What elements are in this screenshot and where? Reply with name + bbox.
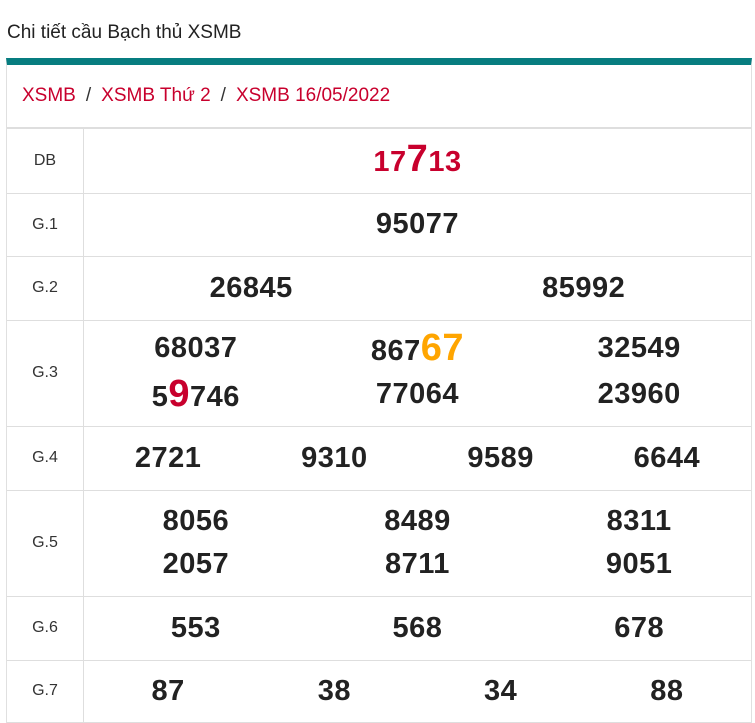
prize-label: G.4 bbox=[7, 426, 84, 491]
prize-number: 77064 bbox=[307, 373, 529, 419]
prize-number: 95077 bbox=[85, 203, 750, 246]
prize-number: 85992 bbox=[418, 267, 751, 310]
digits: 9310 bbox=[301, 441, 368, 474]
prize-number: 8489 bbox=[307, 500, 529, 543]
digits: 9051 bbox=[605, 548, 673, 580]
prize-number: 8056 bbox=[85, 500, 307, 543]
digits: 6644 bbox=[633, 441, 701, 474]
digits: 9589 bbox=[467, 441, 534, 474]
prize-numbers: 17713 bbox=[83, 129, 751, 194]
prize-numbers: 26845 85992 bbox=[83, 256, 751, 321]
prize-row: G.3 68037 86767 32549 59746 77064 23960 bbox=[7, 320, 751, 427]
prize-row: DB 17713 bbox=[7, 129, 751, 194]
prize-number: 568 bbox=[307, 607, 529, 650]
digits: 87 bbox=[151, 674, 185, 707]
digits: 23960 bbox=[597, 378, 681, 410]
highlighted-digits: 7 bbox=[406, 137, 429, 180]
prize-numbers: 87 38 34 88 bbox=[83, 660, 751, 723]
digits: 2721 bbox=[134, 441, 202, 474]
digits: 38 bbox=[317, 674, 351, 707]
prize-row: G.7 87 38 34 88 bbox=[7, 660, 751, 723]
prize-row: G.5 8056 8489 8311 2057 8711 9051 bbox=[7, 490, 751, 597]
digits: 8311 bbox=[606, 505, 672, 537]
prize-number: 59746 bbox=[85, 373, 307, 419]
digits: 34 bbox=[483, 674, 518, 707]
prize-number: 8311 bbox=[528, 500, 750, 543]
breadcrumb-separator: / bbox=[85, 85, 92, 106]
prize-label: G.6 bbox=[7, 596, 84, 661]
prize-row: G.1 95077 bbox=[7, 193, 751, 257]
breadcrumb: XSMB / XSMB Thứ 2 / XSMB 16/05/2022 bbox=[7, 65, 751, 129]
prize-numbers: 95077 bbox=[83, 193, 751, 257]
highlighted-digits: 67 bbox=[420, 327, 465, 369]
prize-number: 26845 bbox=[85, 267, 418, 310]
prize-number: 23960 bbox=[528, 373, 750, 419]
digits: 8056 bbox=[162, 505, 230, 537]
prize-number: 38 bbox=[251, 670, 417, 713]
prize-row: G.2 26845 85992 bbox=[7, 256, 751, 321]
breadcrumb-weekday[interactable]: XSMB Thứ 2 bbox=[101, 85, 211, 106]
prize-number: 6644 bbox=[584, 437, 750, 480]
digits: 2057 bbox=[162, 548, 230, 580]
results-panel: XSMB / XSMB Thứ 2 / XSMB 16/05/2022 DB 17… bbox=[6, 58, 752, 723]
prize-number: 32549 bbox=[528, 327, 750, 373]
prize-number: 34 bbox=[418, 670, 584, 713]
breadcrumb-separator: / bbox=[220, 85, 226, 106]
digits: 68037 bbox=[154, 332, 238, 364]
prize-numbers: 8056 8489 8311 2057 8711 9051 bbox=[83, 490, 751, 597]
digits: 553 bbox=[170, 611, 221, 644]
results-table: DB 17713 G.1 95077 G.2 26845 85992 G.3 68037 8676… bbox=[7, 129, 751, 723]
prize-number: 2057 bbox=[85, 543, 307, 586]
breadcrumb-xsmb[interactable]: XSMB bbox=[22, 85, 76, 106]
prize-number: 17713 bbox=[85, 138, 750, 184]
digits: 678 bbox=[614, 611, 665, 644]
digits: 17 bbox=[373, 145, 407, 178]
digits: 85992 bbox=[542, 271, 626, 304]
prize-label: G.3 bbox=[7, 320, 84, 427]
prize-number: 87 bbox=[85, 670, 251, 713]
digits: 77064 bbox=[375, 378, 460, 410]
digits: 746 bbox=[190, 381, 240, 413]
prize-number: 8711 bbox=[307, 543, 529, 586]
digits: 8489 bbox=[384, 505, 451, 537]
prize-number: 553 bbox=[85, 607, 307, 650]
digits: 32549 bbox=[597, 332, 681, 364]
prize-row: G.6 553 568 678 bbox=[7, 596, 751, 661]
digits: 5 bbox=[151, 381, 169, 413]
digits: 568 bbox=[392, 611, 443, 644]
prize-number: 2721 bbox=[85, 437, 251, 480]
prize-number: 68037 bbox=[85, 327, 307, 373]
digits: 95077 bbox=[375, 208, 460, 240]
digits: 8711 bbox=[385, 548, 450, 580]
prize-number: 9310 bbox=[251, 437, 417, 480]
digits: 26845 bbox=[209, 271, 293, 304]
prize-numbers: 553 568 678 bbox=[83, 596, 751, 661]
digits: 88 bbox=[650, 674, 684, 707]
prize-label: G.7 bbox=[7, 660, 84, 723]
prize-number: 9051 bbox=[528, 543, 750, 586]
highlighted-digits: 9 bbox=[168, 373, 191, 415]
prize-row: G.4 2721 9310 9589 6644 bbox=[7, 426, 751, 491]
prize-number: 86767 bbox=[307, 327, 529, 373]
prize-number: 88 bbox=[584, 670, 750, 713]
prize-label: G.2 bbox=[7, 256, 84, 321]
digits: 867 bbox=[370, 335, 421, 367]
prize-number: 9589 bbox=[418, 437, 584, 480]
prize-label: G.5 bbox=[7, 490, 84, 597]
prize-label: G.1 bbox=[7, 193, 84, 257]
prize-number: 678 bbox=[528, 607, 750, 650]
prize-numbers: 68037 86767 32549 59746 77064 23960 bbox=[83, 320, 751, 427]
prize-numbers: 2721 9310 9589 6644 bbox=[83, 426, 751, 491]
prize-label: DB bbox=[7, 129, 84, 194]
breadcrumb-date[interactable]: XSMB 16/05/2022 bbox=[235, 85, 391, 106]
digits: 13 bbox=[428, 145, 462, 178]
page-title: Chi tiết cầu Bạch thủ XSMB bbox=[7, 22, 242, 43]
